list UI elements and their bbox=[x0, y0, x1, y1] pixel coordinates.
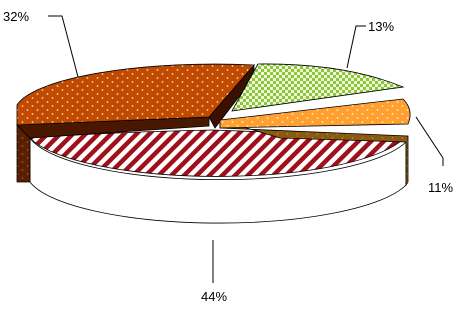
slice-11 bbox=[219, 98, 411, 187]
slice-32 bbox=[16, 63, 255, 183]
leader-line-11 bbox=[415, 116, 444, 166]
slice-44-top bbox=[29, 129, 406, 177]
leader-line-32 bbox=[48, 15, 79, 78]
slice-11-side bbox=[219, 119, 409, 187]
label-44: 44% bbox=[201, 289, 227, 304]
slice-11-top bbox=[219, 98, 411, 129]
label-32: 32% bbox=[3, 9, 29, 24]
label-11: 11% bbox=[428, 180, 453, 195]
label-13: 13% bbox=[368, 19, 394, 34]
slice-32-top bbox=[16, 63, 255, 126]
leader-line-13 bbox=[346, 25, 366, 69]
slice-44 bbox=[29, 129, 407, 224]
slice-13-top bbox=[231, 63, 405, 112]
slice-13 bbox=[231, 63, 405, 112]
